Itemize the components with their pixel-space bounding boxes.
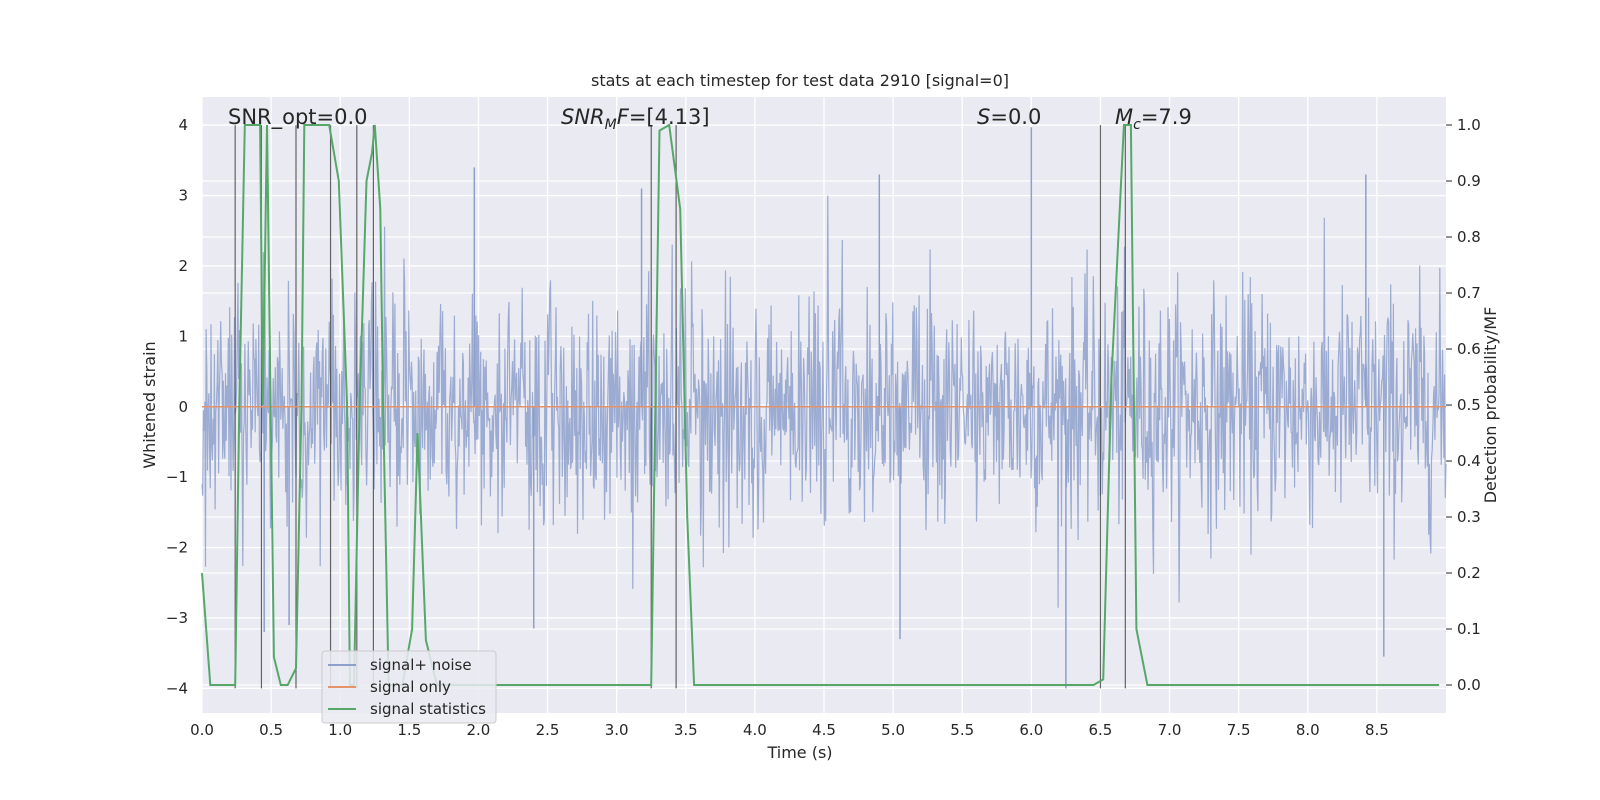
snr-mf-subscript: M [605, 117, 617, 133]
y2-axis-ticks: 0.0 0.1 0.2 0.3 0.4 0.5 0.6 0.7 0.8 0.9 1.0 [1446, 116, 1481, 694]
legend-label-signal: signal only [370, 678, 451, 696]
x-tick-label: 4.0 [743, 721, 767, 739]
y-tick-label: 3 [178, 187, 188, 205]
x-tick-label: 6.0 [1019, 721, 1043, 739]
y2-tick-label: 0.2 [1457, 564, 1481, 582]
x-tick-label: 4.5 [812, 721, 836, 739]
annotation-s: S=0.0 [977, 105, 1041, 129]
annotation-snr-mf: SNRMF=[4.13] [561, 105, 710, 133]
snr-mf-symbol-2: F [617, 105, 630, 129]
x-tick-label: 5.0 [881, 721, 905, 739]
y2-tick-label: 0.9 [1457, 172, 1481, 190]
y2-tick-label: 0.7 [1457, 284, 1481, 302]
y-tick-label: −1 [166, 468, 188, 486]
y2-tick-label: 0.5 [1457, 396, 1481, 414]
x-tick-label: 1.5 [397, 721, 421, 739]
y2-tick-label: 0.1 [1457, 620, 1481, 638]
noise-trace [201, 195, 1447, 608]
mc-value: =7.9 [1141, 105, 1192, 129]
y-axis-ticks: −4 −3 −2 −1 0 1 2 3 4 [166, 116, 188, 697]
signal-noise-series [201, 127, 1447, 689]
legend: signal+ noise signal only signal statist… [321, 650, 497, 724]
x-tick-label: 5.5 [950, 721, 974, 739]
x-tick-label: 2.5 [536, 721, 560, 739]
annotation-snr-opt: SNR_opt=0.0 [228, 105, 368, 130]
y-tick-label: −4 [166, 679, 188, 697]
s-symbol: S [977, 105, 990, 129]
y-tick-label: 0 [178, 398, 188, 416]
mc-symbol: M [1115, 105, 1133, 129]
y2-axis-label: Detection probability/MF [1481, 307, 1500, 504]
y2-tick-label: 1.0 [1457, 116, 1481, 134]
y-tick-label: −3 [166, 609, 188, 627]
x-tick-label: 0.5 [259, 721, 283, 739]
y-tick-label: 1 [178, 327, 188, 345]
snr-mf-value: =[4.13] [629, 105, 710, 129]
s-value: =0.0 [990, 105, 1041, 129]
snr-mf-symbol: SNR [561, 105, 605, 129]
y2-tick-label: 0.4 [1457, 452, 1481, 470]
x-tick-label: 3.5 [674, 721, 698, 739]
chart-title: stats at each timestep for test data 291… [591, 71, 1009, 90]
y-axis-label: Whitened strain [140, 341, 159, 468]
y-tick-label: 2 [178, 257, 188, 275]
y2-tick-label: 0.3 [1457, 508, 1481, 526]
x-tick-label: 3.0 [605, 721, 629, 739]
legend-box [321, 650, 497, 724]
x-tick-label: 7.5 [1227, 721, 1251, 739]
y-tick-label: 4 [178, 116, 188, 134]
mc-subscript: c [1133, 117, 1141, 133]
x-tick-label: 6.5 [1089, 721, 1113, 739]
x-axis-label: Time (s) [766, 743, 832, 762]
y2-tick-label: 0.0 [1457, 676, 1481, 694]
legend-label-stats: signal statistics [370, 700, 486, 718]
x-tick-label: 7.0 [1158, 721, 1182, 739]
annotation-mc: Mc=7.9 [1115, 105, 1192, 133]
y2-tick-label: 0.8 [1457, 228, 1481, 246]
x-tick-label: 8.5 [1365, 721, 1389, 739]
x-tick-label: 2.0 [467, 721, 491, 739]
y-tick-label: −2 [166, 539, 188, 557]
x-tick-label: 0.0 [190, 721, 214, 739]
legend-label-noise: signal+ noise [370, 656, 472, 674]
x-tick-label: 8.0 [1296, 721, 1320, 739]
y2-tick-label: 0.6 [1457, 340, 1481, 358]
x-axis-ticks: 0.0 0.5 1.0 1.5 2.0 2.5 3.0 3.5 4.0 4.5 5.0 5.5 6.0 6… [190, 721, 1389, 739]
x-tick-label: 1.0 [328, 721, 352, 739]
